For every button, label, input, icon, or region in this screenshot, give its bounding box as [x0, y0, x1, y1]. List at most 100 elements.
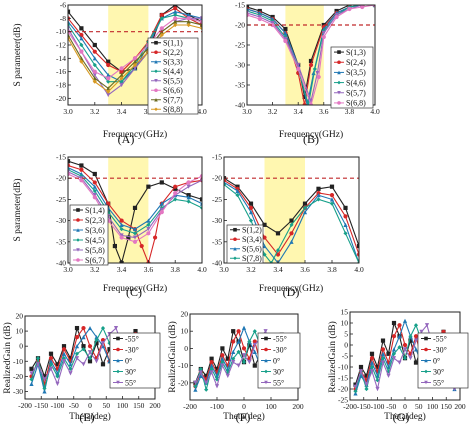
data-point	[68, 371, 73, 376]
data-point	[296, 62, 301, 68]
legend-entry: 55°	[273, 378, 284, 387]
data-point	[198, 373, 203, 379]
data-point	[220, 346, 225, 351]
y-tick-label: -15	[56, 153, 66, 162]
data-point	[316, 193, 321, 198]
y-axis-label: RealizedGain (dB)	[167, 321, 178, 393]
data-point	[199, 197, 202, 202]
data-point	[262, 235, 267, 240]
data-point	[132, 226, 138, 232]
legend-marker	[76, 228, 80, 232]
data-point	[29, 377, 34, 382]
data-point	[308, 102, 314, 105]
data-point	[334, 14, 339, 20]
data-point	[241, 360, 247, 365]
data-point	[397, 345, 402, 350]
data-point	[100, 362, 106, 367]
y-tick-label: -20	[235, 21, 245, 30]
legend-marker	[424, 336, 428, 341]
data-point	[220, 353, 225, 358]
data-point	[356, 252, 359, 257]
x-tick-label: 3.8	[345, 107, 355, 116]
data-point	[68, 26, 71, 31]
data-point	[55, 374, 60, 379]
series-line	[224, 184, 359, 263]
x-tick-label: -100	[371, 402, 385, 411]
data-point	[87, 344, 93, 349]
chart-panel-g: -200 -150 -100 -50 0 50 100 150 200-25-20-15-10-…	[327, 308, 469, 424]
x-tick-label: 3.6	[300, 265, 310, 274]
legend-marker	[116, 347, 120, 352]
legend-entry: -30°	[433, 345, 447, 354]
plot-frame	[223, 156, 360, 264]
y-tick-label: -30	[235, 61, 245, 70]
y-tick-label: 20	[16, 312, 24, 321]
legend-marker	[264, 380, 268, 385]
data-point	[329, 193, 335, 198]
x-tick-label: 100	[427, 402, 439, 411]
data-point	[186, 16, 191, 21]
data-point	[186, 12, 191, 18]
data-point	[173, 5, 178, 8]
data-point	[173, 184, 178, 189]
data-point	[248, 205, 254, 210]
data-point	[402, 318, 408, 323]
y-tick-label: -15	[235, 1, 245, 10]
legend-marker	[116, 358, 120, 363]
data-point	[235, 193, 240, 198]
legend-marker	[424, 347, 428, 352]
series-S(7,8)	[224, 182, 359, 263]
data-point	[316, 186, 321, 191]
data-point	[397, 334, 402, 339]
data-point	[87, 350, 93, 355]
y-tick-label: -20	[178, 378, 188, 387]
legend-marker	[264, 336, 268, 341]
data-point	[391, 347, 397, 352]
x-tick-label: 3.0	[219, 265, 229, 274]
legend-marker	[116, 380, 120, 385]
data-point	[353, 384, 358, 389]
data-point	[55, 362, 60, 367]
legend-entry: S(3,5)	[346, 68, 366, 77]
legend: -55° -30° 0° 30° 55°	[257, 332, 301, 389]
panel-caption: (B)	[303, 132, 319, 146]
data-point	[231, 339, 236, 344]
chart-panel-b: 3.0 3.2 3.4 3.6 3.8 4.0 -40 -35 -30 -25 -20 -15 Freq…	[235, 1, 380, 147]
x-tick-label: 150	[441, 402, 453, 411]
x-axis-label: Frequency(GHz)	[103, 283, 167, 294]
x-tick-label: 3.2	[90, 107, 100, 116]
y-axis-label: S parameter(dB)	[12, 23, 23, 86]
data-point	[199, 22, 202, 28]
data-point	[329, 184, 335, 189]
data-point	[48, 351, 54, 356]
data-point	[209, 366, 214, 372]
data-point	[48, 362, 54, 367]
data-point	[159, 32, 164, 38]
data-point	[68, 163, 71, 168]
data-point	[42, 374, 47, 379]
y-tick-label: -20	[56, 174, 66, 183]
data-point	[106, 79, 111, 84]
x-tick-label: -100	[210, 402, 224, 411]
data-point	[55, 381, 60, 387]
legend-entry: S(1,4)	[85, 206, 105, 215]
panel-caption: (E)	[79, 410, 94, 424]
y-tick-label: -30	[212, 216, 222, 225]
y-tick-label: 10	[341, 319, 349, 328]
legend-marker	[154, 78, 158, 83]
data-point	[61, 347, 67, 352]
series-S(6,8)	[247, 5, 375, 105]
x-tick-label: -50	[386, 402, 396, 411]
data-point	[224, 182, 227, 187]
data-point	[220, 360, 225, 365]
data-point	[106, 92, 111, 98]
x-tick-label: -50	[69, 401, 79, 410]
x-tick-label: -100	[51, 401, 65, 410]
data-point	[173, 186, 178, 191]
series-line	[247, 5, 375, 98]
y-tick-label: -10	[13, 357, 23, 366]
data-point	[199, 201, 202, 206]
data-point	[92, 193, 97, 198]
data-point	[369, 351, 375, 356]
data-point	[132, 235, 138, 240]
